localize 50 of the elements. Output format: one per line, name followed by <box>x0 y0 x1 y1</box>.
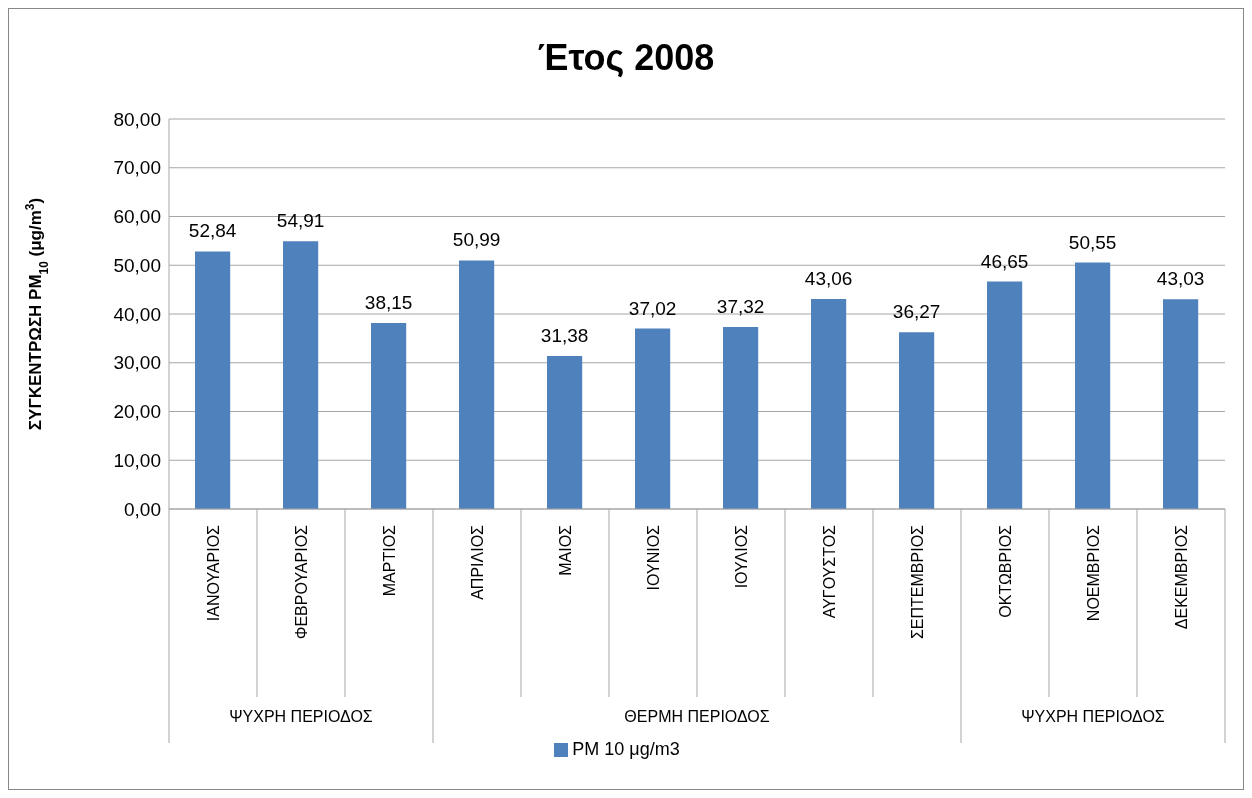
y-tick-label: 70,00 <box>113 157 161 179</box>
text: ΘΕΡΜΗ ΠΕΡΙΟΔΟΣ <box>624 708 770 725</box>
bar <box>283 241 319 509</box>
y-tick-label: 10,00 <box>113 449 161 471</box>
text: ΨΥΧΡΗ ΠΕΡΙΟΔΟΣ <box>1021 708 1165 725</box>
data-label: 50,55 <box>1068 231 1117 253</box>
data-label: 38,15 <box>364 292 413 314</box>
x-tick-label: ΑΥΓΟΥΣΤΟΣ <box>821 524 838 619</box>
bar <box>371 323 407 509</box>
data-label: 37,32 <box>716 296 765 318</box>
x-tick-label: ΜΑΡΤΙΟΣ <box>381 524 398 597</box>
y-tick-label: 30,00 <box>113 352 161 374</box>
x-tick-label: ΜΑΙΟΣ <box>557 524 574 576</box>
bar <box>1163 299 1199 509</box>
y-tick-label: 0,00 <box>124 498 161 520</box>
text: ΨΥΧΡΗ ΠΕΡΙΟΔΟΣ <box>229 708 373 725</box>
x-tick-label: ΙΑΝΟΥΑΡΙΟΣ <box>205 524 222 622</box>
bar <box>723 327 759 509</box>
bar <box>195 251 231 509</box>
chart-title: Έτος 2008 <box>536 37 716 79</box>
x-tick-label: ΣΕΠΤΕΜΒΡΙΟΣ <box>909 524 926 640</box>
bar <box>635 328 671 509</box>
bar <box>987 281 1023 509</box>
y-tick-label: 20,00 <box>113 401 161 423</box>
data-label: 50,99 <box>452 229 501 251</box>
bar <box>547 356 583 509</box>
bar <box>811 299 847 509</box>
data-label: 54,91 <box>276 210 325 232</box>
x-tick-label: ΝΟΕΜΒΡΙΟΣ <box>1085 524 1102 622</box>
bar <box>459 260 495 509</box>
data-label: 43,06 <box>804 268 853 290</box>
x-tick-label: ΙΟΥΝΙΟΣ <box>645 524 662 591</box>
legend-label: PM 10 μg/m3 <box>572 739 680 759</box>
data-label: 43,03 <box>1156 268 1205 290</box>
bar <box>899 332 935 509</box>
x-tick-label: ΙΟΥΛΙΟΣ <box>733 524 750 589</box>
data-label: 31,38 <box>540 325 589 347</box>
data-label: 46,65 <box>980 250 1029 272</box>
data-label: 36,27 <box>892 301 941 323</box>
x-tick-label: ΔΕΚΕΜΒΡΙΟΣ <box>1173 524 1190 630</box>
data-label: 37,02 <box>628 297 677 319</box>
y-tick-label: 50,00 <box>113 254 161 276</box>
x-tick-label: ΟΚΤΩΒΡΙΟΣ <box>997 524 1014 618</box>
data-label: 52,84 <box>188 220 237 242</box>
x-tick-label: ΦΕΒΡΟΥΑΡΙΟΣ <box>293 524 310 640</box>
bar <box>1075 262 1111 509</box>
y-tick-label: 40,00 <box>113 303 161 325</box>
y-tick-label: 80,00 <box>113 108 161 130</box>
y-tick-label: 60,00 <box>113 206 161 228</box>
x-tick-label: ΑΠΡΙΛΙΟΣ <box>469 524 486 600</box>
